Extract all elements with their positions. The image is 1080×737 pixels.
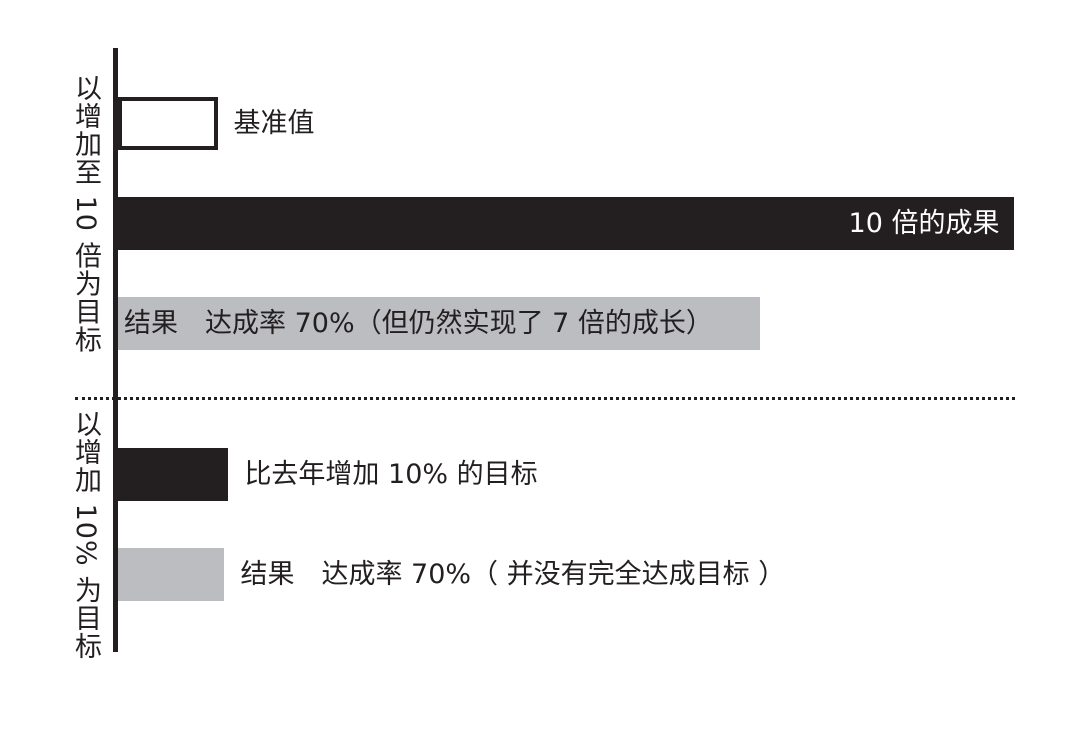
bar-label-4: 结果 达成率 70%（ 并没有完全达成目标 ） — [240, 559, 786, 590]
group-divider — [75, 397, 1015, 400]
bar-4 — [118, 548, 225, 601]
y-axis-line — [113, 48, 118, 652]
bar-label-0: 基准值 — [233, 108, 315, 139]
bar-3 — [118, 448, 229, 501]
group-label-10pct: 以增加 10% 为目标 — [70, 410, 101, 661]
bar-label-3: 比去年增加 10% 的目标 — [244, 459, 538, 490]
bar-0 — [118, 97, 218, 150]
bar-2 — [118, 297, 760, 350]
group-label-10x: 以增加至 10 倍为目标 — [70, 74, 101, 354]
bar-label-2: 结果 达成率 70%（但仍然实现了 7 倍的成长） — [124, 308, 713, 339]
bar-label-1: 10 倍的成果 — [848, 208, 1000, 239]
bar-1 — [118, 197, 1014, 250]
